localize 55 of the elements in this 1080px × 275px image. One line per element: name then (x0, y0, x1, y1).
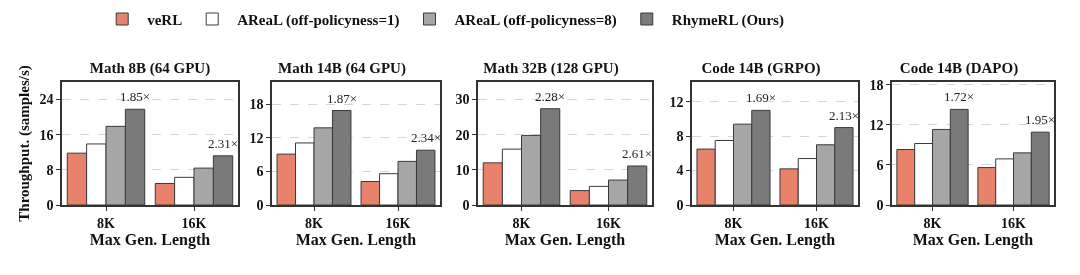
annotation: 1.69× (746, 90, 777, 105)
annotation: 1.87× (327, 91, 358, 106)
annotation: 1.95× (1025, 112, 1056, 127)
legend-label: AReaL (off-policyness=8) (454, 11, 617, 29)
y-tick-label: 0 (676, 197, 684, 213)
y-axis-title: Throughput. (samples/s) (16, 65, 34, 222)
chart-title: Code 14B (DAPO) (899, 60, 1019, 78)
x-tick-label: 8K (724, 215, 743, 231)
legend-label: AReaL (off-policyness=1) (237, 11, 400, 29)
y-tick-label: 16 (39, 127, 54, 143)
y-tick-label: 24 (39, 92, 54, 108)
y-tick-label: 0 (256, 197, 264, 213)
x-axis-title: Max Gen. Length (89, 230, 211, 249)
y-tick-label: 20 (455, 127, 470, 143)
annotation: 1.72× (944, 89, 975, 104)
x-tick-label: 16K (596, 215, 622, 231)
x-tick-label: 8K (97, 215, 116, 231)
annotation: 2.34× (411, 130, 442, 145)
annotation: 2.61× (622, 146, 653, 161)
x-axis-title: Max Gen. Length (295, 230, 417, 249)
x-axis-title: Max Gen. Length (714, 230, 836, 249)
chart-title: Math 8B (64 GPU) (89, 60, 211, 78)
annotation: 2.31× (208, 136, 239, 151)
annotation: 1.85× (120, 89, 151, 104)
y-tick-label: 30 (455, 92, 470, 108)
y-tick-label: 6 (876, 157, 884, 173)
x-tick-label: 8K (305, 215, 324, 231)
y-tick-label: 18 (249, 97, 264, 113)
y-tick-label: 18 (869, 77, 884, 93)
y-tick-label: 12 (869, 117, 884, 133)
y-tick-label: 12 (669, 94, 684, 110)
legend-label: RhymeRL (Ours) (671, 11, 784, 29)
y-tick-label: 8 (46, 162, 54, 178)
chart-title: Code 14B (GRPO) (701, 60, 821, 78)
y-tick-label: 10 (455, 162, 470, 178)
y-tick-label: 0 (876, 197, 884, 213)
y-tick-label: 0 (462, 197, 470, 213)
x-tick-label: 8K (923, 215, 942, 231)
x-axis-title: Max Gen. Length (504, 230, 626, 249)
y-tick-label: 12 (249, 130, 264, 146)
x-axis-title: Max Gen. Length (912, 230, 1034, 249)
x-tick-label: 16K (1001, 215, 1027, 231)
y-tick-label: 4 (676, 163, 684, 179)
annotation: 2.13× (829, 108, 860, 123)
y-tick-label: 8 (676, 129, 684, 145)
x-tick-label: 8K (512, 215, 531, 231)
y-tick-label: 6 (256, 164, 264, 180)
y-tick-label: 0 (46, 197, 54, 213)
legend-label: veRL (147, 11, 183, 28)
x-tick-label: 16K (181, 215, 207, 231)
chart-title: Math 32B (128 GPU) (483, 60, 619, 78)
chart-title: Math 14B (64 GPU) (278, 60, 406, 78)
annotation: 2.28× (535, 89, 566, 104)
x-tick-label: 16K (385, 215, 411, 231)
x-tick-label: 16K (804, 215, 830, 231)
